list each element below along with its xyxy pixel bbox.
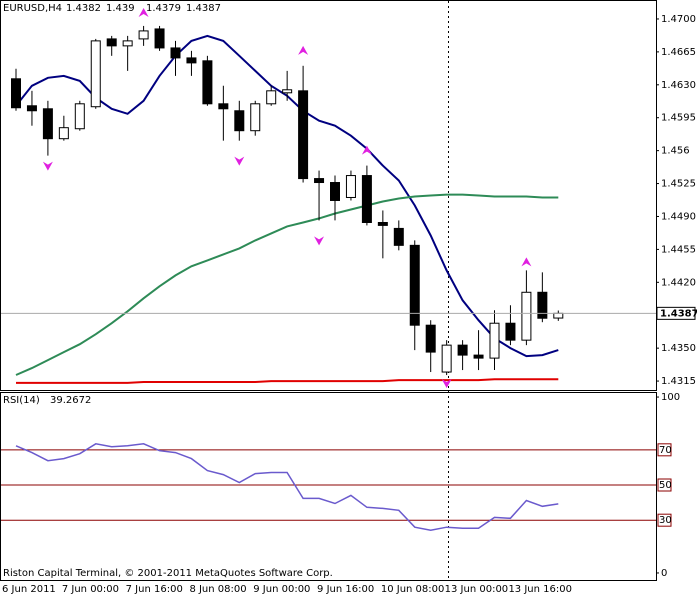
fractal-up [361, 145, 372, 155]
moving-average [15, 193, 559, 376]
candle-body [330, 182, 340, 201]
symbol: EURUSD,H4 [3, 3, 62, 14]
candle-body [553, 312, 564, 319]
header-open: 1.4382 [66, 3, 101, 14]
y-tick-label: 1.4525 [661, 179, 696, 190]
level-label-box [657, 478, 672, 492]
candle-body [122, 40, 133, 47]
candle-body [42, 108, 53, 140]
x-start-label: 6 Jun 2011 [2, 584, 56, 595]
candle-body [154, 28, 165, 49]
candle-body [11, 78, 21, 109]
y-tick-label: 1.4315 [661, 376, 696, 387]
candle-body [537, 291, 548, 319]
bid-label-box [656, 306, 696, 320]
candle-body [377, 221, 388, 226]
fractal-down [234, 156, 245, 166]
level-label: 70 [659, 445, 672, 456]
x-tick-label: 8 Jun 08:00 [189, 584, 246, 595]
moving-average [16, 378, 559, 384]
main-panel [0, 0, 657, 391]
copyright: Riston Capital Terminal, © 2001-2011 Met… [3, 568, 333, 579]
candle-body [138, 30, 149, 40]
candle-body [393, 227, 404, 246]
candle-body [234, 110, 245, 132]
level-label: 50 [659, 480, 672, 491]
candle-body [345, 175, 356, 198]
rsi-panel [0, 392, 657, 581]
candle-body [489, 322, 500, 359]
candle-body [425, 324, 436, 353]
x-tick-label: 7 Jun 16:00 [126, 584, 183, 595]
fractal-down [42, 161, 53, 171]
candle-body [90, 40, 101, 108]
rsi-title: RSI(14) [3, 395, 40, 406]
candle-body [298, 90, 309, 180]
candle-body [409, 244, 420, 326]
fractal-down [441, 379, 452, 389]
level-label: 30 [659, 515, 672, 526]
candle-body [58, 127, 69, 140]
y-tick-label: 1.4420 [661, 277, 696, 288]
fractal-up [298, 45, 309, 55]
fractal-down [314, 236, 325, 246]
level-label-box [657, 443, 672, 457]
candle-body [106, 38, 117, 47]
fractal-up [138, 7, 149, 17]
candle-body [457, 344, 468, 356]
y-tick-label: 1.456 [661, 146, 690, 157]
candle-body [266, 90, 277, 105]
candle-body [521, 291, 532, 341]
level-label-box [657, 513, 672, 527]
x-tick-label: 13 Jun 00:00 [445, 584, 509, 595]
y-tick-label: 1.4630 [661, 80, 696, 91]
fractal-up [521, 257, 532, 267]
header-low: 1.4379 [146, 3, 181, 14]
y-tick-label: 1.4350 [661, 343, 696, 354]
candle-body [505, 322, 516, 341]
header-close: 1.4387 [186, 3, 221, 14]
x-tick-label: 10 Jun 08:00 [381, 584, 445, 595]
x-tick-label: 9 Jun 16:00 [317, 584, 374, 595]
y-tick-label: 1.4595 [661, 113, 696, 124]
y-tick-label: 1.4665 [661, 47, 696, 58]
x-tick-label: 9 Jun 00:00 [253, 584, 310, 595]
y-tick-label: 1.4455 [661, 244, 696, 255]
candle-body [74, 103, 85, 130]
candle-body [218, 103, 229, 110]
rsi-value: 39.2672 [50, 395, 91, 406]
candle-body [170, 47, 181, 59]
y-tick-label: 1.4490 [661, 211, 696, 222]
candle-body [361, 175, 372, 223]
candle-body [186, 57, 197, 64]
y-tick-label: 100 [661, 392, 680, 403]
x-tick-label: 13 Jun 16:00 [508, 584, 572, 595]
bid-label: 1.4387 [660, 308, 697, 319]
rsi-line [15, 443, 559, 531]
candle-body [314, 178, 325, 184]
y-tick-label: 1.4700 [661, 14, 696, 25]
candle-body [26, 105, 37, 112]
candle-body [441, 344, 452, 373]
candle-body [473, 354, 484, 359]
candle-body [202, 60, 213, 105]
y-tick-label: 0 [661, 568, 667, 579]
x-tick-label: 7 Jun 00:00 [62, 584, 119, 595]
header-high: 1.439 [106, 3, 135, 14]
candle-body [250, 103, 261, 132]
candle-body [282, 89, 293, 94]
